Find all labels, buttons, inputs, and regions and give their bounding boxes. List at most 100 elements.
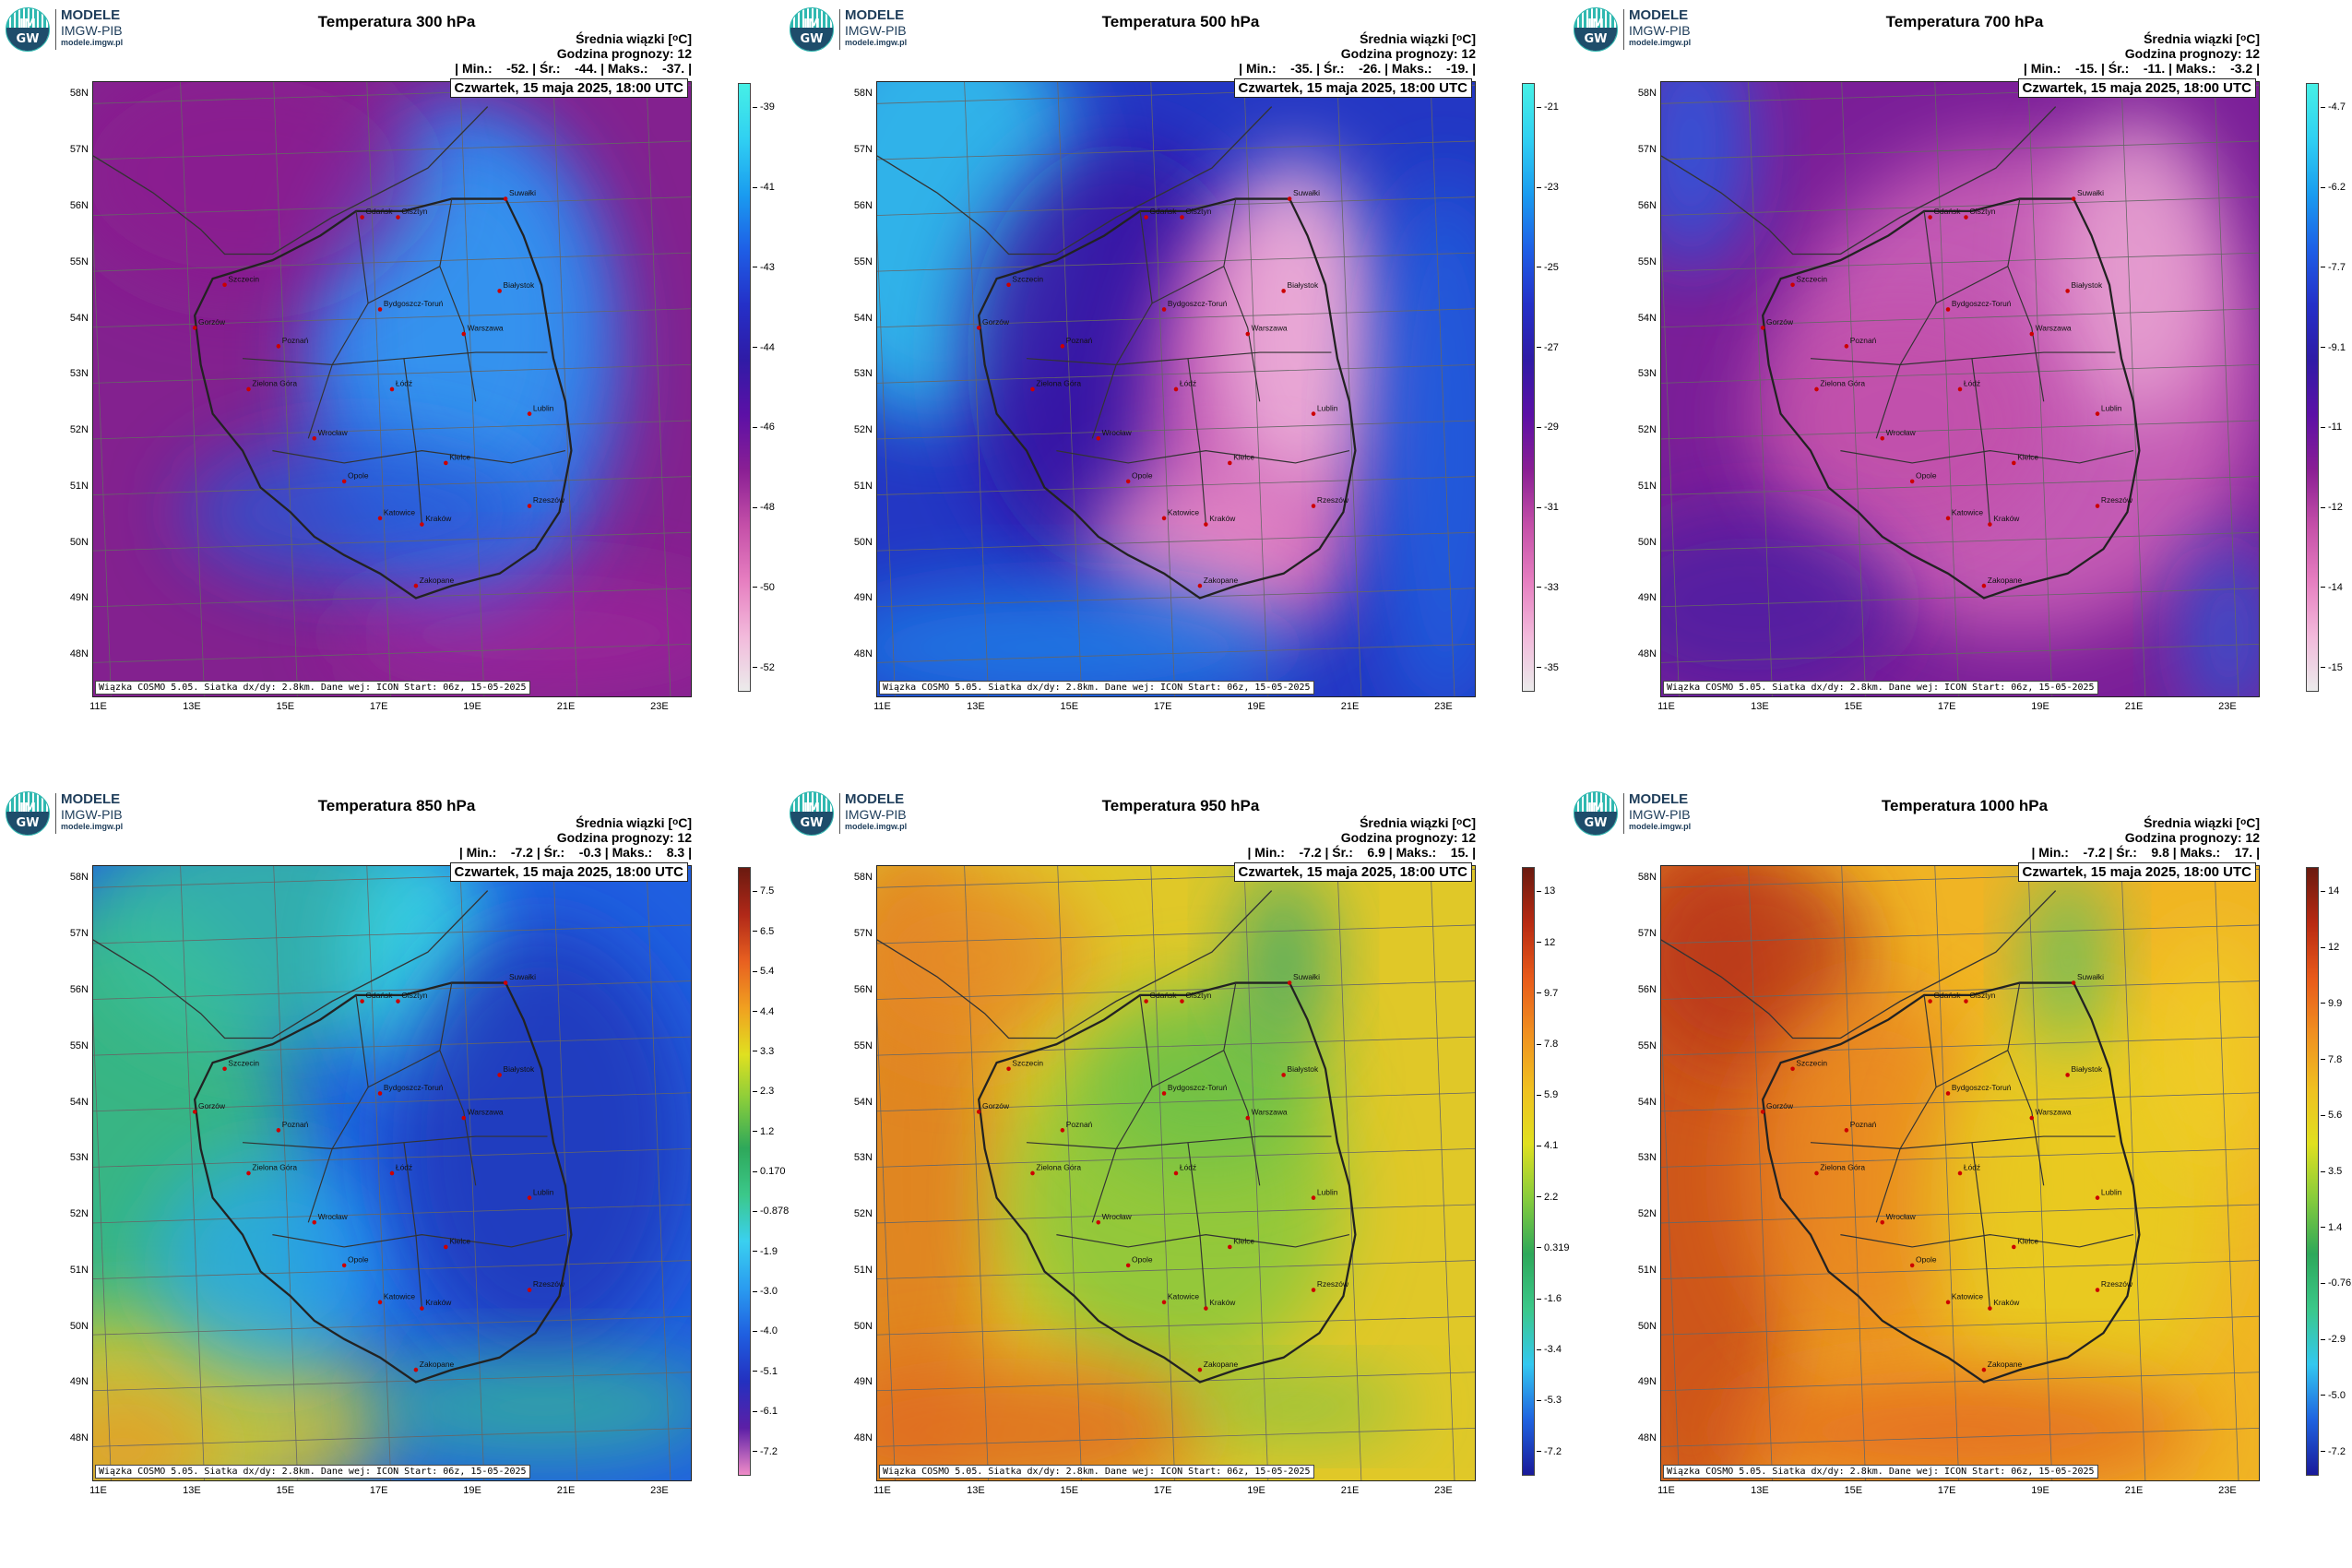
logo-line1: MODELE [61, 7, 121, 23]
temperature-field [93, 82, 422, 298]
lat-label: 50N [69, 1320, 89, 1332]
city-dot [1790, 282, 1795, 288]
city-dot [1311, 1195, 1316, 1200]
colorbar [2306, 867, 2319, 1476]
city-label: Białystok [1288, 280, 1319, 290]
colorbar-tick: -2.9 [2321, 1334, 2346, 1345]
city-dot [1228, 460, 1232, 466]
longitude-line [366, 82, 392, 696]
city-label: Szczecin [1796, 274, 1827, 283]
city-dot [1161, 516, 1167, 521]
city-label: Opole [348, 1254, 369, 1264]
lat-label: 53N [1637, 1152, 1657, 1164]
coastline [93, 106, 489, 255]
city-dot [1957, 1170, 1963, 1176]
city-label: Poznań [1850, 1120, 1877, 1129]
lat-label: 58N [853, 872, 873, 884]
logo-line1: MODELE [1629, 791, 1689, 807]
lon-label: 23E [2218, 701, 2237, 712]
city-label: Bydgoszcz-Toruń [384, 1083, 444, 1092]
lon-label: 21E [2124, 701, 2144, 712]
lon-label: 15E [276, 701, 295, 712]
colorbar-tick: -31 [1537, 502, 1559, 513]
city-dot [276, 1128, 281, 1133]
city-dot [1006, 282, 1011, 288]
map-svg: Gdańsk Olsztyn Suwałki Szczecin Białystok Byd… [93, 82, 691, 696]
colorbar-tick: -23 [1537, 182, 1559, 193]
longitude-line [1150, 866, 1176, 1480]
temperature-map: Gdańsk Olsztyn Suwałki Szczecin Białystok Byd… [876, 865, 1476, 1481]
lon-label: 11E [873, 1485, 891, 1496]
colorbar-tick: 2.2 [1537, 1192, 1558, 1203]
lat-label: 57N [69, 144, 89, 156]
city-label: Lublin [533, 403, 554, 412]
lon-label: 21E [2124, 1485, 2144, 1496]
latitude-line [93, 476, 691, 495]
lat-label: 48N [853, 1432, 873, 1444]
panel-title: Temperatura 950 hPa [1101, 797, 1260, 814]
longitude-line [964, 82, 989, 696]
colorbar-tick: -14 [2321, 582, 2343, 593]
logo-line3: modele.imgw.pl [61, 822, 124, 831]
lon-label: 23E [650, 701, 669, 712]
voivodeship-border [403, 1142, 422, 1309]
city-label: Katowice [1952, 507, 1983, 517]
lat-label: 49N [853, 592, 873, 604]
temperature-map: Gdańsk Olsztyn Suwałki Szczecin Białystok Byd… [876, 81, 1476, 697]
coastline [1661, 890, 2057, 1039]
city-label: Wrocław [1886, 428, 1917, 437]
city-dot [1945, 1091, 1951, 1096]
coastline [877, 890, 1273, 1039]
city-label: Zielona Góra [252, 379, 297, 388]
logo-line3: modele.imgw.pl [845, 822, 908, 831]
logo-line2: IMGW-PIB [845, 807, 907, 822]
city-dot [1030, 1170, 1035, 1176]
city-label: Łódź [396, 1163, 412, 1172]
lon-label: 19E [463, 701, 481, 712]
voivodeship-border [1151, 1050, 1225, 1088]
lat-label: 56N [69, 199, 89, 211]
longitude-line [1841, 866, 1867, 1480]
city-label: Zakopane [1204, 1360, 1239, 1369]
latitude-line [1661, 308, 2259, 328]
longitude-line [2027, 866, 2053, 1480]
lat-label: 58N [69, 88, 89, 100]
lon-label: 19E [1247, 701, 1265, 712]
latitude-line [877, 1204, 1475, 1224]
longitude-line [1934, 866, 1960, 1480]
colorbar-tick: -29 [1537, 422, 1559, 433]
latitude-line [93, 1147, 691, 1168]
valid-date: Czwartek, 15 maja 2025, 18:00 UTC [449, 78, 688, 98]
city-dot [2095, 1288, 2100, 1292]
lat-label: 48N [853, 648, 873, 660]
city-dot [2012, 1244, 2016, 1250]
city-label: Kraków [425, 1298, 452, 1307]
city-label: Olsztyn [1185, 207, 1211, 216]
city-dot [1173, 386, 1179, 392]
city-dot [1981, 583, 1987, 588]
city-dot [377, 516, 383, 521]
voivodeship-border [1056, 449, 1350, 464]
latitude-line [1661, 363, 2259, 384]
city-dot [2095, 1195, 2100, 1200]
lon-label: 23E [2218, 1485, 2237, 1496]
logo-line2: IMGW-PIB [61, 23, 123, 38]
city-dot [1311, 1288, 1316, 1292]
city-dot [377, 1300, 383, 1305]
city-dot [377, 1091, 383, 1096]
city-label: Suwałki [2077, 972, 2104, 981]
temperature-map: Gdańsk Olsztyn Suwałki Szczecin Białystok Byd… [1660, 81, 2260, 697]
city-label: Rzeszów [533, 495, 565, 505]
colorbar [1522, 83, 1535, 692]
voivodeship-border [1971, 358, 1990, 525]
latitude-line [877, 1315, 1475, 1336]
ensemble-mean-label: Średnia wiązki [oC] [1360, 31, 1476, 46]
logo-circle-top: IM [1587, 802, 1604, 815]
logo-line3: modele.imgw.pl [1629, 38, 1692, 47]
lon-label: 17E [1153, 1485, 1172, 1496]
longitude-line [1150, 82, 1176, 696]
map-svg: Gdańsk Olsztyn Suwałki Szczecin Białystok Byd… [1661, 866, 2259, 1480]
city-dot [1945, 307, 1951, 312]
voivodeship-border [1840, 1233, 2134, 1248]
lon-labels: 11E 13E 15E 17E 19E 21E 23E [873, 1485, 1476, 1503]
